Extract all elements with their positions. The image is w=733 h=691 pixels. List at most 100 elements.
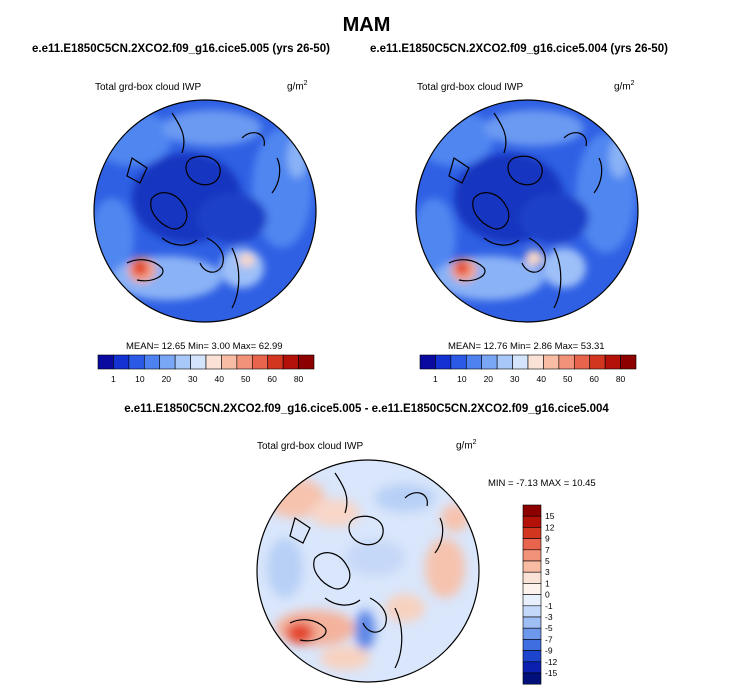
- colorbar-box: [522, 527, 542, 539]
- colorbar-tick-label: 7: [545, 545, 550, 555]
- right-variable-label: Total grd-box cloud IWP: [417, 82, 524, 93]
- colorbar-box: [97, 354, 114, 370]
- map-boundary: [256, 459, 480, 683]
- right-polar-map: [415, 99, 639, 323]
- right-stats: MEAN= 12.76 Min= 2.86 Max= 53.31: [448, 341, 605, 352]
- colorbar-tick-label: -3: [545, 612, 553, 622]
- right-colorbar: 1 10 20 30 40 50 60 80: [419, 354, 637, 384]
- colorbar-box: [251, 354, 269, 370]
- colorbar-box: [527, 354, 544, 370]
- left-stats: MEAN= 12.65 Min= 3.00 Max= 62.99: [126, 341, 283, 352]
- colorbar-tick-label: 10: [135, 374, 145, 384]
- colorbar-box: [174, 354, 191, 370]
- left-units: g/m2: [287, 80, 308, 93]
- colorbar-box: [236, 354, 253, 370]
- colorbar-tick-label: 80: [294, 374, 304, 384]
- colorbar-tick-label: 40: [214, 374, 224, 384]
- colorbar-tick-label: 50: [241, 374, 251, 384]
- colorbar-tick-label: 10: [457, 374, 467, 384]
- colorbar-tick-label: -15: [545, 668, 558, 678]
- colorbar-box: [496, 354, 513, 370]
- right-units: g/m2: [614, 80, 635, 93]
- diff-stats: MIN = -7.13 MAX = 10.45: [488, 478, 596, 489]
- colorbar-tick-label: 1: [111, 374, 116, 384]
- left-colorbar: 1 10 20 30 40 50 60 80: [97, 354, 315, 384]
- colorbar-box: [589, 354, 606, 370]
- figure-title: MAM: [342, 14, 391, 36]
- colorbar-box: [159, 354, 176, 370]
- diff-title: e.e11.E1850C5CN.2XCO2.f09_g16.cice5.005 …: [124, 403, 609, 415]
- coastlines: [126, 112, 281, 309]
- colorbar-box: [435, 354, 452, 370]
- arctic-low-2: [197, 193, 267, 243]
- colorbar-tick-label: 9: [545, 534, 550, 544]
- diff-units: g/m2: [456, 439, 477, 452]
- colorbar-box: [450, 354, 467, 370]
- coastlines: [448, 112, 603, 309]
- colorbar-tick-label: 5: [545, 556, 550, 566]
- colorbar-box: [522, 594, 542, 607]
- colorbar-box: [522, 538, 542, 551]
- colorbar-box: [221, 354, 238, 370]
- colorbar-box: [558, 354, 575, 370]
- colorbar-tick-label: 0: [545, 590, 550, 600]
- colorbar-box: [522, 583, 542, 595]
- left-variable-label: Total grd-box cloud IWP: [95, 82, 202, 93]
- colorbar-box: [143, 354, 161, 370]
- colorbar-tick-label: -9: [545, 646, 553, 656]
- colorbar-tick-label: 20: [162, 374, 172, 384]
- colorbar-box: [512, 354, 529, 370]
- colorbar-box: [190, 354, 207, 370]
- colorbar-tick-label: 30: [188, 374, 198, 384]
- colorbar-box: [522, 616, 542, 629]
- map-boundary: [93, 99, 317, 323]
- colorbar-box: [113, 354, 130, 370]
- colorbar-box: [604, 354, 621, 370]
- colorbar-box: [522, 515, 542, 528]
- colorbar-box: [465, 354, 483, 370]
- colorbar-tick-label: 20: [484, 374, 494, 384]
- colorbar-box: [298, 354, 315, 370]
- hotspot-core: [132, 260, 148, 276]
- colorbar-box: [522, 650, 542, 663]
- colorbar-tick-label: 60: [589, 374, 599, 384]
- left-polar-map: [93, 99, 317, 323]
- colorbar-tick-label: 3: [545, 567, 550, 577]
- field-patch-ne: [287, 138, 307, 178]
- colorbar-tick-label: -12: [545, 657, 558, 667]
- colorbar-tick-label: -1: [545, 601, 553, 611]
- colorbar-tick-label: 1: [433, 374, 438, 384]
- colorbar-box: [522, 661, 542, 674]
- case-b-title: e.e11.E1850C5CN.2XCO2.f09_g16.cice5.004 …: [370, 43, 668, 55]
- diff-variable-label: Total grd-box cloud IWP: [257, 441, 364, 452]
- colorbar-tick-label: -7: [545, 634, 553, 644]
- colorbar-box: [522, 560, 542, 573]
- colorbar-box: [282, 354, 299, 370]
- colorbar-box: [522, 504, 542, 517]
- colorbar-tick-label: 15: [545, 511, 555, 521]
- field-patch-n: [162, 110, 262, 146]
- colorbar-box: [522, 605, 542, 618]
- colorbar-box: [128, 354, 145, 370]
- colorbar-box: [543, 354, 560, 370]
- colorbar-box: [522, 672, 542, 685]
- coastlines: [289, 472, 444, 669]
- diff-polar-map: [256, 459, 480, 683]
- colorbar-tick-label: 1: [545, 578, 550, 588]
- colorbar-box: [620, 354, 637, 370]
- colorbar-tick-label: 30: [510, 374, 520, 384]
- hotspot-2: [239, 253, 255, 267]
- map-boundary: [415, 99, 639, 323]
- colorbar-tick-label: 40: [536, 374, 546, 384]
- colorbar-box: [205, 354, 222, 370]
- colorbar-tick-label: 80: [616, 374, 626, 384]
- colorbar-box: [573, 354, 591, 370]
- colorbar-box: [267, 354, 284, 370]
- atlantic-band: [220, 248, 264, 288]
- colorbar-box: [481, 354, 498, 370]
- colorbar-tick-label: 60: [267, 374, 277, 384]
- colorbar-box: [522, 639, 542, 651]
- colorbar-box: [419, 354, 436, 370]
- colorbar-tick-label: 50: [563, 374, 573, 384]
